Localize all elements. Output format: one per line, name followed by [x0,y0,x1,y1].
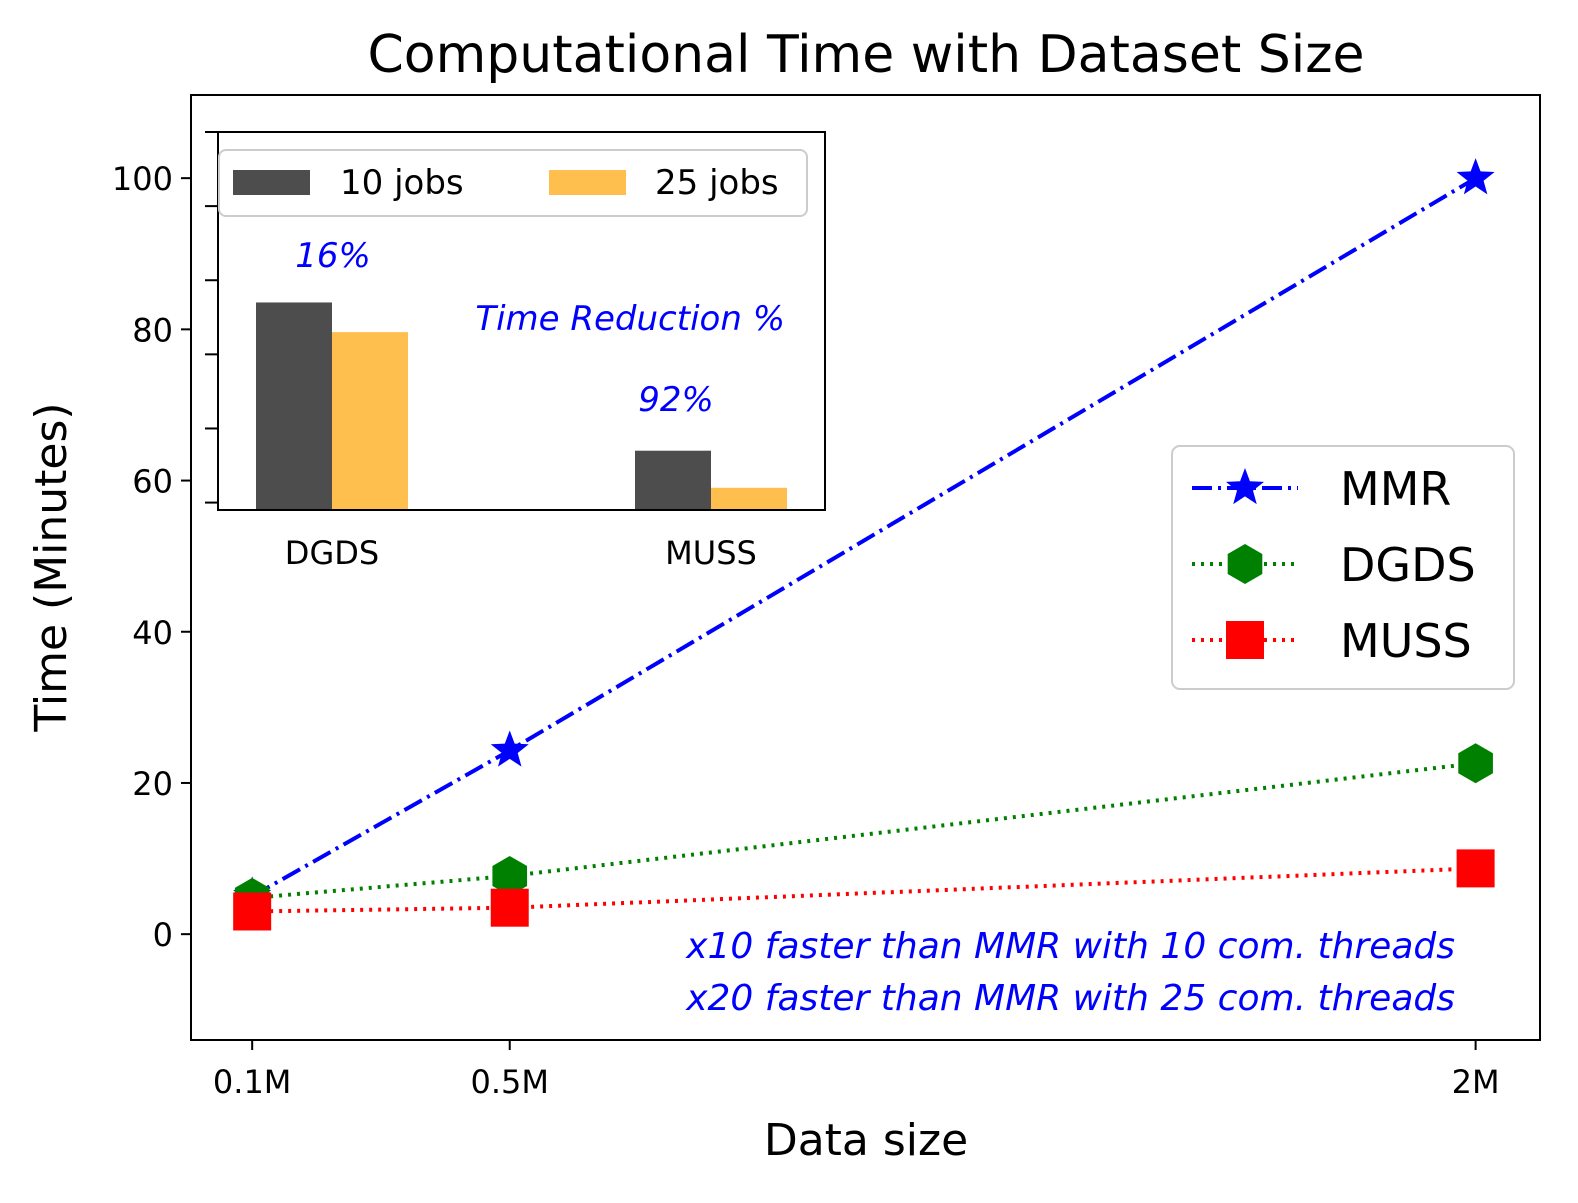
y-tick-label: 40 [132,614,173,652]
inset-xtick-muss: MUSS [665,534,757,572]
y-axis-label: Time (Minutes) [26,402,77,732]
inset-legend-label-10-jobs: 10 jobs [340,163,464,203]
inset-legend-swatch-25-jobs [549,170,626,195]
inset-bars [256,302,787,510]
legend-marker-muss [1226,621,1264,659]
inset-xtick-dgds: DGDS [285,534,379,572]
legend-label-dgds: DGDS [1340,538,1476,592]
series-line-muss [252,866,1476,914]
x-tick-label: 0.1M [213,1063,292,1101]
legend-label-mmr: MMR [1340,462,1451,516]
y-tick-label: 80 [132,311,173,349]
data-point-dgds [1458,743,1493,784]
inset-bar-chart: 10 jobs 25 jobs 16% 92% Time Reduction %… [205,131,826,572]
y-axis-ticks: 0 20 40 60 80 100 [112,160,191,954]
legend-marker-mmr [1225,468,1265,505]
chart-title: Computational Time with Dataset Size [368,25,1365,85]
inset-bar-label-dgds: 16% [295,236,371,276]
main-plot-frame [190,94,1541,1041]
data-point-muss [233,892,272,931]
main-legend: MMR DGDS MUSS [1171,445,1515,690]
y-tick-label: 20 [132,765,173,803]
inset-bar-label-muss: 92% [638,380,714,420]
annotation-line-1: x10 faster than MMR with 10 com. threads [685,926,1455,967]
inset-legend-swatch-10-jobs [233,170,310,195]
main-plot-area: 0 20 40 60 80 100 0.1M 0.5M 2M x10 faster than … [112,94,1541,1101]
series-line-dgds [252,761,1476,900]
inset-bar-muss-25-jobs [711,487,787,510]
y-tick-label: 100 [112,160,173,198]
data-point-dgds [492,855,528,896]
inset-frame [217,131,826,511]
series-layer [233,158,1495,931]
inset-legend-frame [218,149,808,217]
x-tick-label: 0.5M [470,1063,549,1101]
y-tick-label: 0 [153,916,173,954]
inset-annotation: Time Reduction % [475,299,785,339]
data-point-muss [1456,849,1495,888]
x-axis-ticks: 0.1M 0.5M 2M [213,1040,1500,1101]
inset-bar-dgds-25-jobs [332,332,408,510]
inset-y-ticks [205,131,218,504]
inset-legend: 10 jobs 25 jobs [218,149,808,217]
data-point-mmr [490,730,529,767]
y-tick-label: 60 [132,463,173,501]
legend-label-muss: MUSS [1340,614,1472,668]
x-tick-label: 2M [1452,1063,1500,1101]
data-point-mmr [1456,158,1495,195]
legend-marker-dgds [1227,544,1263,584]
x-axis-label: Data size [764,1115,968,1166]
inset-bar-muss-10-jobs [635,450,711,510]
data-point-muss [490,888,529,927]
inset-legend-label-25-jobs: 25 jobs [655,163,779,203]
annotation-line-2: x20 faster than MMR with 25 com. threads [685,978,1455,1019]
inset-bar-dgds-10-jobs [256,302,332,510]
